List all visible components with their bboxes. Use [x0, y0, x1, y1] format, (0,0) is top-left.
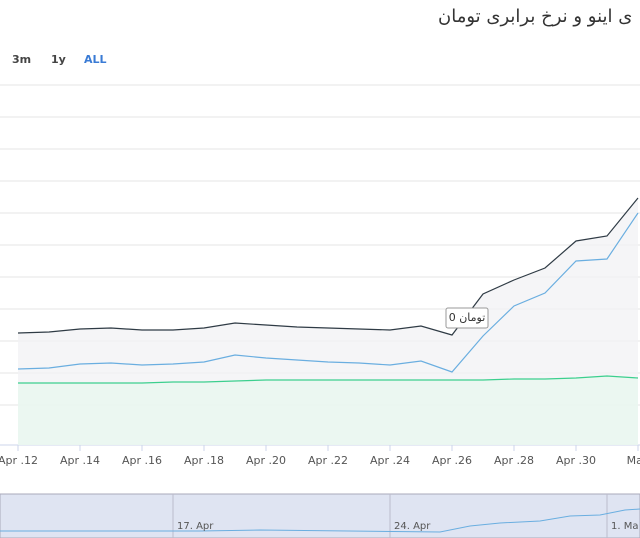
- series-line: [17, 212, 639, 373]
- x-tick-label: May: [627, 454, 640, 467]
- tooltip: 0 تومان: [449, 311, 486, 324]
- series-line: [17, 197, 639, 336]
- area: [18, 376, 638, 445]
- navigator-series: [0, 508, 640, 533]
- range-button[interactable]: ALL: [84, 53, 107, 66]
- x-tick-label: Apr .12: [0, 454, 38, 467]
- x-tick-label: Apr .30: [556, 454, 596, 467]
- chart-title: ی اینو و نرخ برابری تومان: [438, 6, 632, 27]
- range-button[interactable]: 1y: [51, 53, 66, 66]
- x-tick-label: Apr .14: [60, 454, 100, 467]
- x-tick-label: Apr .28: [494, 454, 534, 467]
- range-button[interactable]: 3m: [12, 53, 31, 66]
- x-tick-label: Apr .26: [432, 454, 472, 467]
- series-line: [18, 375, 639, 384]
- x-tick-label: Apr .18: [184, 454, 224, 467]
- tooltip-box: [445, 307, 489, 329]
- x-tick-label: Apr .22: [308, 454, 348, 467]
- x-tick-label: Apr .24: [370, 454, 410, 467]
- navigator-label: 1. Ma: [611, 521, 638, 532]
- x-tick-label: Apr .20: [246, 454, 286, 467]
- x-tick-label: Apr .16: [122, 454, 162, 467]
- navigator-label: 17. Apr: [177, 521, 214, 532]
- navigator-label: 24. Apr: [394, 521, 431, 532]
